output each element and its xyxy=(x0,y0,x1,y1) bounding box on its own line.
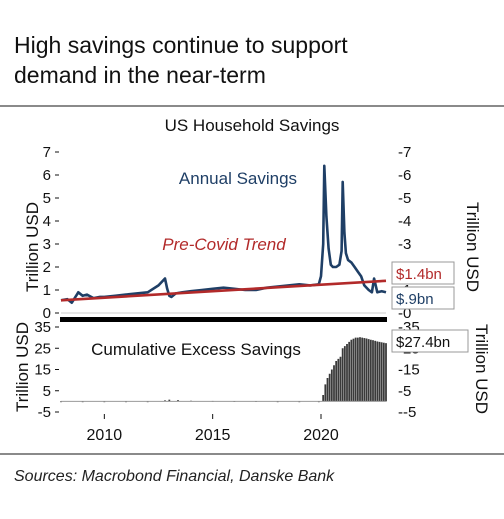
lower-ytick-left-35: 35 xyxy=(34,319,51,336)
title-line-1: High savings continue to support xyxy=(14,32,348,58)
upper-ytick-left-5: 5 xyxy=(43,190,51,207)
excess-bar xyxy=(352,338,355,402)
upper-ytick-left-7: 7 xyxy=(43,144,51,161)
lower-panel-title: Cumulative Excess Savings xyxy=(91,340,301,359)
excess-bar xyxy=(372,340,374,402)
lower-ylabel-right: Trillion USD xyxy=(472,324,491,414)
series-lines xyxy=(60,164,387,304)
label-excess-end: $27.4bn xyxy=(391,329,469,353)
upper-ytick-left-2: 2 xyxy=(43,259,51,276)
excess-bar xyxy=(374,340,377,402)
upper-ytick-left-6: 6 xyxy=(43,167,51,184)
lower-ytick-left-5: 5 xyxy=(43,383,51,400)
lower-ytick-right-5: -5 xyxy=(398,383,411,400)
upper-ytick-right-4: -4 xyxy=(398,213,411,230)
excess-bar xyxy=(380,342,383,402)
excess-bar xyxy=(343,346,346,402)
excess-savings-bars xyxy=(60,337,387,403)
trend-label: Pre-Covid Trend xyxy=(162,235,286,254)
trend-end-value: $1.4bn xyxy=(396,266,442,283)
excess-bar xyxy=(339,356,342,402)
source-note: Sources: Macrobond Financial, Danske Ban… xyxy=(14,468,335,485)
excess-bar xyxy=(177,400,179,402)
lower-ytick-left-25: 25 xyxy=(34,340,51,357)
xtick-label-2010: 2010 xyxy=(87,427,123,444)
excess-bar xyxy=(382,342,385,402)
excess-bar xyxy=(359,337,361,402)
excess-bar xyxy=(324,384,327,402)
excess-bar xyxy=(376,341,379,402)
xtick-label-2015: 2015 xyxy=(195,427,231,444)
upper-ytick-left-3: 3 xyxy=(43,236,51,253)
upper-ytick-right-7: -7 xyxy=(398,144,411,161)
upper-ytick-left-1: 1 xyxy=(43,282,51,299)
excess-bar xyxy=(346,344,348,402)
upper-ticks: 0-01-12-23-34-45-56-67-7 xyxy=(43,144,411,322)
top-divider xyxy=(0,105,504,107)
title-line-2: demand in the near-term xyxy=(14,62,266,88)
excess-bar xyxy=(335,361,338,402)
upper-panel-title: US Household Savings xyxy=(165,116,340,135)
bottom-divider xyxy=(0,453,504,455)
pre-covid-trend-line xyxy=(60,279,387,302)
upper-ylabel-left: Trillion USD xyxy=(23,202,42,292)
excess-bar xyxy=(341,348,344,402)
upper-ytick-right-3: -3 xyxy=(398,236,411,253)
annual-end-value: $.9bn xyxy=(396,291,434,308)
excess-bar xyxy=(322,395,325,402)
lower-ytick-left-15: 15 xyxy=(34,362,51,379)
excess-bar xyxy=(326,378,329,402)
excess-bar xyxy=(369,339,372,402)
lower-ylabel-left: Trillion USD xyxy=(13,322,32,412)
upper-ytick-right-5: -5 xyxy=(398,190,411,207)
excess-bar xyxy=(361,337,364,402)
excess-bar xyxy=(164,400,166,402)
upper-ytick-left-4: 4 xyxy=(43,213,51,230)
chart-svg: US Household Savings Trillion USD Trilli… xyxy=(13,116,491,444)
lower-ytick-right--5: --5 xyxy=(398,404,416,421)
annual-savings-label: Annual Savings xyxy=(179,169,297,188)
excess-bar xyxy=(356,337,359,402)
upper-ylabel-right: Trillion USD xyxy=(463,202,482,292)
lower-ytick-left--5: -5 xyxy=(38,404,51,421)
excess-bar xyxy=(168,399,171,402)
excess-bar xyxy=(367,339,370,402)
upper-ytick-right-6: -6 xyxy=(398,167,411,184)
excess-bar xyxy=(330,369,333,402)
excess-bar xyxy=(378,341,381,402)
upper-ytick-left-0: 0 xyxy=(43,305,51,322)
excess-bar xyxy=(333,365,335,402)
xtick-label-2020: 2020 xyxy=(303,427,339,444)
excess-bar xyxy=(348,341,351,402)
x-axis-ticks: 2010 2015 2020 xyxy=(87,414,339,444)
excess-bar xyxy=(350,339,353,402)
excess-bar xyxy=(365,338,368,402)
excess-bar xyxy=(337,358,340,402)
lower-ytick-right-15: -15 xyxy=(398,362,420,379)
excess-bar xyxy=(354,337,357,402)
excess-end-value: $27.4bn xyxy=(396,334,450,351)
label-trend-end: $1.4bn xyxy=(391,261,455,285)
excess-bar xyxy=(385,343,387,402)
chart-title: High savings continue to support demand … xyxy=(14,30,484,90)
excess-bar xyxy=(363,338,366,402)
panel-separator xyxy=(60,317,387,322)
excess-bar xyxy=(328,373,331,402)
label-annual-end: $.9bn xyxy=(391,286,455,310)
